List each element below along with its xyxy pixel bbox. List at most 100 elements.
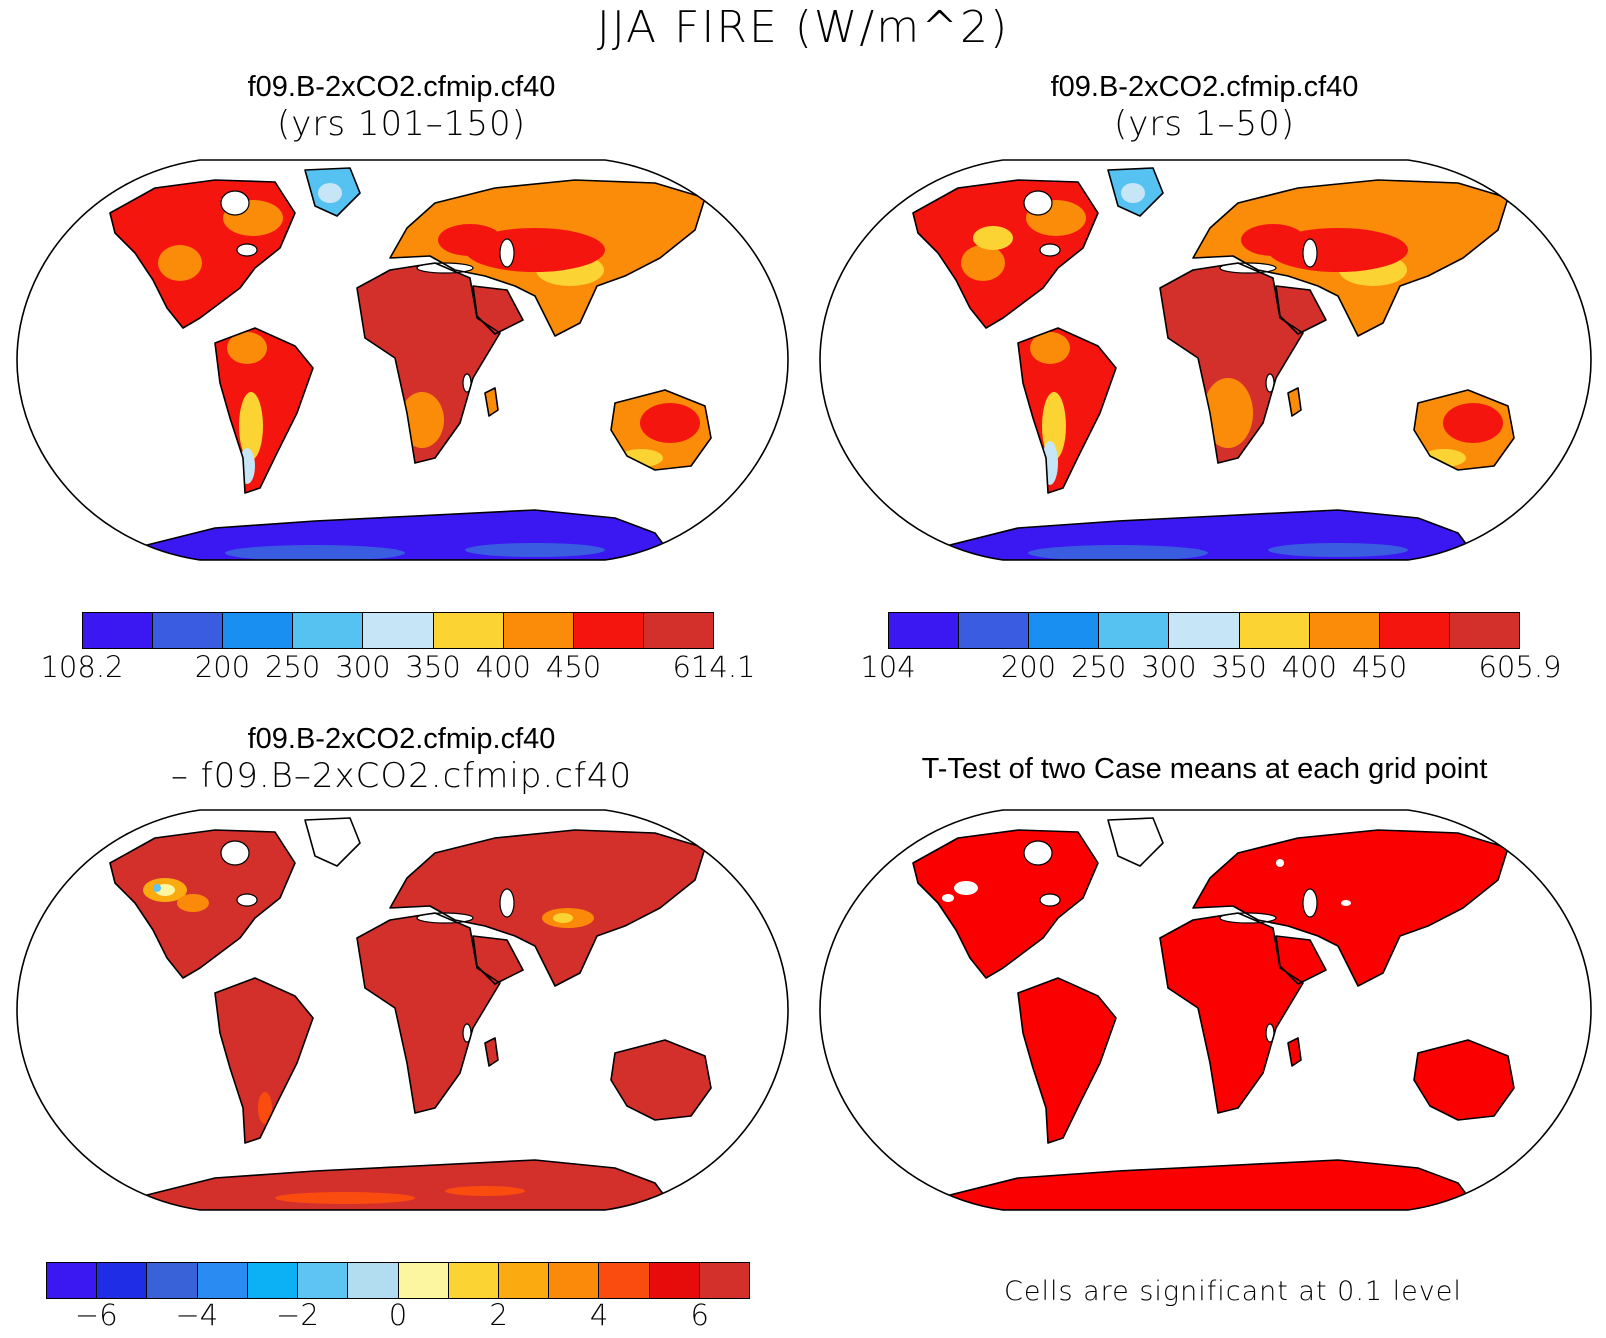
panel-4-heading: T-Test of two Case means at each grid po… bbox=[921, 753, 1488, 785]
colorbar-swatch bbox=[47, 1263, 98, 1298]
africa-land bbox=[357, 263, 500, 463]
value-region bbox=[1341, 900, 1351, 906]
colorbar-tick-label: 108.2 bbox=[40, 650, 124, 684]
colorbar-swatch bbox=[448, 1263, 499, 1298]
samerica-land bbox=[215, 328, 313, 493]
antarctica-coastline bbox=[937, 1159, 1479, 1210]
value-region bbox=[973, 226, 1013, 250]
greenland-coastline bbox=[304, 817, 361, 867]
value-region bbox=[942, 894, 954, 902]
australia-coastline bbox=[610, 1039, 712, 1121]
africa-land bbox=[1160, 913, 1303, 1113]
eurasia-coastline bbox=[389, 829, 706, 987]
value-region bbox=[258, 1092, 272, 1124]
colorbar-swatch bbox=[223, 613, 294, 648]
inland-water bbox=[1039, 893, 1061, 907]
eurasia-coastline bbox=[1192, 829, 1509, 987]
panel-1-map bbox=[15, 158, 790, 563]
panel-1-title: f09.B-2xCO2.cfmip.cf40 (yrs 101–150) bbox=[0, 70, 803, 144]
madagascar-coastline bbox=[484, 387, 499, 417]
map-frame bbox=[16, 159, 789, 561]
colorbar-swatch bbox=[959, 613, 1030, 648]
colorbar-tick-label: −6 bbox=[74, 1298, 118, 1332]
panel-3-case: f09.B-2xCO2.cfmip.cf40 bbox=[247, 723, 556, 755]
samerica-land bbox=[1018, 328, 1116, 493]
inland-water bbox=[1023, 190, 1053, 216]
samerica-coastline bbox=[1017, 977, 1117, 1144]
value-region bbox=[318, 183, 342, 203]
colorbar-swatch bbox=[643, 613, 713, 648]
colorbar-tick-label: 4 bbox=[589, 1298, 609, 1332]
value-region bbox=[954, 881, 978, 895]
world-map bbox=[819, 159, 1592, 561]
value-region bbox=[1268, 543, 1408, 557]
map-frame bbox=[819, 809, 1592, 1211]
value-region bbox=[1241, 224, 1305, 256]
colorbar-tick-label: 250 bbox=[1070, 650, 1127, 684]
colorbar-swatch bbox=[97, 1263, 148, 1298]
colorbar-swatch bbox=[573, 613, 644, 648]
namerica-coastline bbox=[109, 829, 296, 979]
panel-4-title: T-Test of two Case means at each grid po… bbox=[803, 752, 1606, 786]
value-region bbox=[177, 894, 209, 912]
colorbar-swatch bbox=[433, 613, 504, 648]
australia-coastline bbox=[1413, 389, 1515, 471]
panel-2-case: f09.B-2xCO2.cfmip.cf40 bbox=[1050, 71, 1359, 103]
inland-water bbox=[220, 190, 250, 216]
colorbar-tick-label: 0 bbox=[388, 1298, 408, 1332]
colorbar-swatch bbox=[153, 613, 224, 648]
panel-1-colorbar bbox=[82, 612, 714, 649]
colorbar-tick-label: 605.9 bbox=[1478, 650, 1562, 684]
value-region bbox=[225, 545, 405, 560]
australia-land bbox=[1414, 1040, 1514, 1120]
value-region bbox=[640, 403, 700, 443]
value-region bbox=[438, 224, 502, 256]
panel-4-map bbox=[818, 808, 1593, 1213]
panel-2-colorbar bbox=[888, 612, 1520, 649]
antarctica-coastline bbox=[134, 509, 676, 560]
colorbar-tick-label: 300 bbox=[1141, 650, 1197, 684]
value-region bbox=[1203, 378, 1253, 448]
panel-1-years: (yrs 101–150) bbox=[277, 104, 526, 144]
panel-2-colorbar-ticks: 104 200 250 300 350 400 450 605.9 bbox=[860, 650, 1561, 690]
inland-water bbox=[236, 243, 258, 257]
colorbar-tick-label: 350 bbox=[405, 650, 461, 684]
colorbar-swatch bbox=[649, 1263, 700, 1298]
africa-land bbox=[1160, 263, 1303, 463]
australia-coastline bbox=[1413, 1039, 1515, 1121]
colorbar-swatch bbox=[549, 1263, 600, 1298]
value-region bbox=[1443, 403, 1503, 443]
value-region bbox=[158, 245, 202, 281]
australia-coastline bbox=[610, 389, 712, 471]
colorbar-tick-label: 350 bbox=[1211, 650, 1267, 684]
world-map bbox=[16, 159, 789, 561]
africa-coastline bbox=[356, 262, 501, 464]
panel-1-case: f09.B-2xCO2.cfmip.cf40 bbox=[247, 71, 556, 103]
eurasia-coastline bbox=[389, 179, 706, 337]
value-region bbox=[445, 1186, 525, 1196]
greenland-land bbox=[305, 818, 360, 866]
madagascar-coastline bbox=[1287, 1037, 1302, 1067]
value-region bbox=[227, 332, 267, 364]
samerica-land bbox=[215, 978, 313, 1143]
colorbar-swatch bbox=[1099, 613, 1170, 648]
greenland-coastline bbox=[1107, 167, 1164, 217]
colorbar-swatch bbox=[699, 1263, 750, 1298]
panel-3-map bbox=[15, 808, 790, 1213]
colorbar-tick-label: 300 bbox=[335, 650, 391, 684]
arabia-coastline bbox=[472, 285, 524, 335]
arabia-coastline bbox=[1275, 285, 1327, 335]
australia-land bbox=[611, 1040, 711, 1120]
samerica-coastline bbox=[1017, 327, 1117, 494]
antarctica-land bbox=[938, 1160, 1478, 1210]
colorbar-swatch bbox=[599, 1263, 650, 1298]
africa-coastline bbox=[1159, 262, 1304, 464]
colorbar-swatch bbox=[147, 1263, 198, 1298]
value-region bbox=[1121, 183, 1145, 203]
colorbar-swatch bbox=[1029, 613, 1100, 648]
panel-1-colorbar-ticks: 108.2 200 250 300 350 400 450 614.1 bbox=[40, 650, 755, 690]
greenland-coastline bbox=[1107, 817, 1164, 867]
colorbar-swatch bbox=[503, 613, 574, 648]
namerica-coastline bbox=[912, 179, 1099, 329]
eurasia-land bbox=[1193, 830, 1508, 986]
